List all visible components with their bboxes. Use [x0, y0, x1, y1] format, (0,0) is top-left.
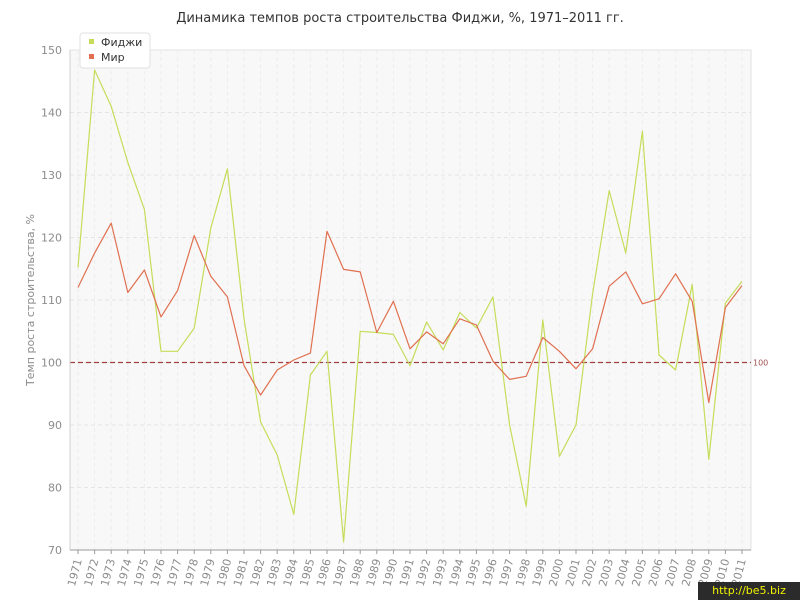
series-line-world — [77, 222, 743, 404]
x-tick-labels: 1971197219731974197519761977197819791980… — [65, 550, 749, 588]
reference-line-label: 100 — [753, 359, 768, 368]
watermark: http://be5.biz — [698, 582, 800, 600]
legend-label-world: Мир — [101, 51, 125, 64]
y-tick-label: 90 — [48, 419, 62, 432]
y-tick-label: 100 — [41, 357, 62, 370]
y-tick-label: 80 — [48, 482, 62, 495]
legend-label-fiji: Фиджи — [101, 36, 142, 49]
y-tick-label: 130 — [41, 169, 62, 182]
y-tick-label: 140 — [41, 107, 62, 120]
chart-title: Динамика темпов роста строительства Фидж… — [176, 11, 624, 26]
series-line-fiji — [77, 69, 743, 543]
reference-line-group: 100 — [70, 359, 768, 368]
legend-marker-fiji — [89, 39, 94, 44]
y-axis-label: Темп роста строительства, % — [24, 214, 37, 387]
y-tick-labels: 70 80 90 100 110 120 130 140 150 — [41, 44, 62, 557]
y-tick-label: 120 — [41, 232, 62, 245]
y-tick-label: 70 — [48, 544, 62, 557]
series-group — [77, 69, 743, 543]
legend: Фиджи Мир — [79, 32, 151, 69]
y-tick-label: 150 — [41, 44, 62, 57]
legend-box — [79, 32, 151, 69]
legend-marker-world — [89, 54, 94, 59]
grid — [70, 49, 751, 550]
y-tick-label: 110 — [41, 294, 62, 307]
